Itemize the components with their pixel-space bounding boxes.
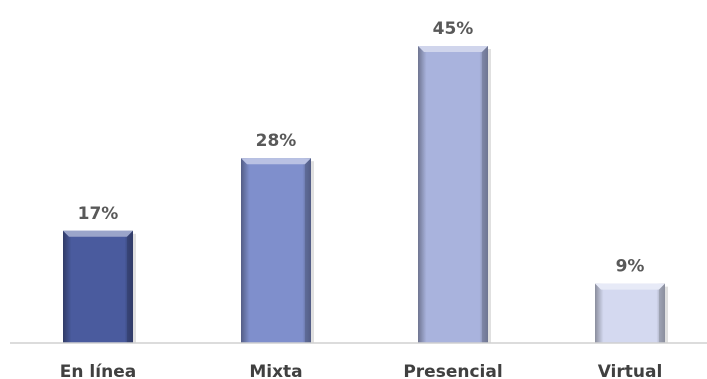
value-labels-group: 17% 28% 45% 9%: [78, 19, 645, 277]
category-label-2: Mixta: [249, 362, 302, 379]
bar-1: [63, 230, 136, 343]
bar-4: [595, 283, 668, 343]
category-label-1: En línea: [60, 362, 136, 379]
category-label-4: Virtual: [598, 362, 663, 379]
value-label-3: 45%: [433, 19, 474, 39]
value-label-4: 9%: [616, 257, 645, 277]
value-label-2: 28%: [256, 131, 297, 151]
category-labels-group: En línea Mixta Presencial Virtual: [60, 362, 663, 379]
category-label-3: Presencial: [403, 362, 502, 379]
bar-2: [241, 158, 314, 343]
bar-3: [418, 46, 491, 343]
value-label-1: 17%: [78, 204, 119, 224]
bars-group: [63, 46, 668, 343]
